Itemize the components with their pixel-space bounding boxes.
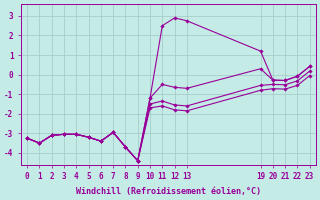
- X-axis label: Windchill (Refroidissement éolien,°C): Windchill (Refroidissement éolien,°C): [76, 187, 261, 196]
